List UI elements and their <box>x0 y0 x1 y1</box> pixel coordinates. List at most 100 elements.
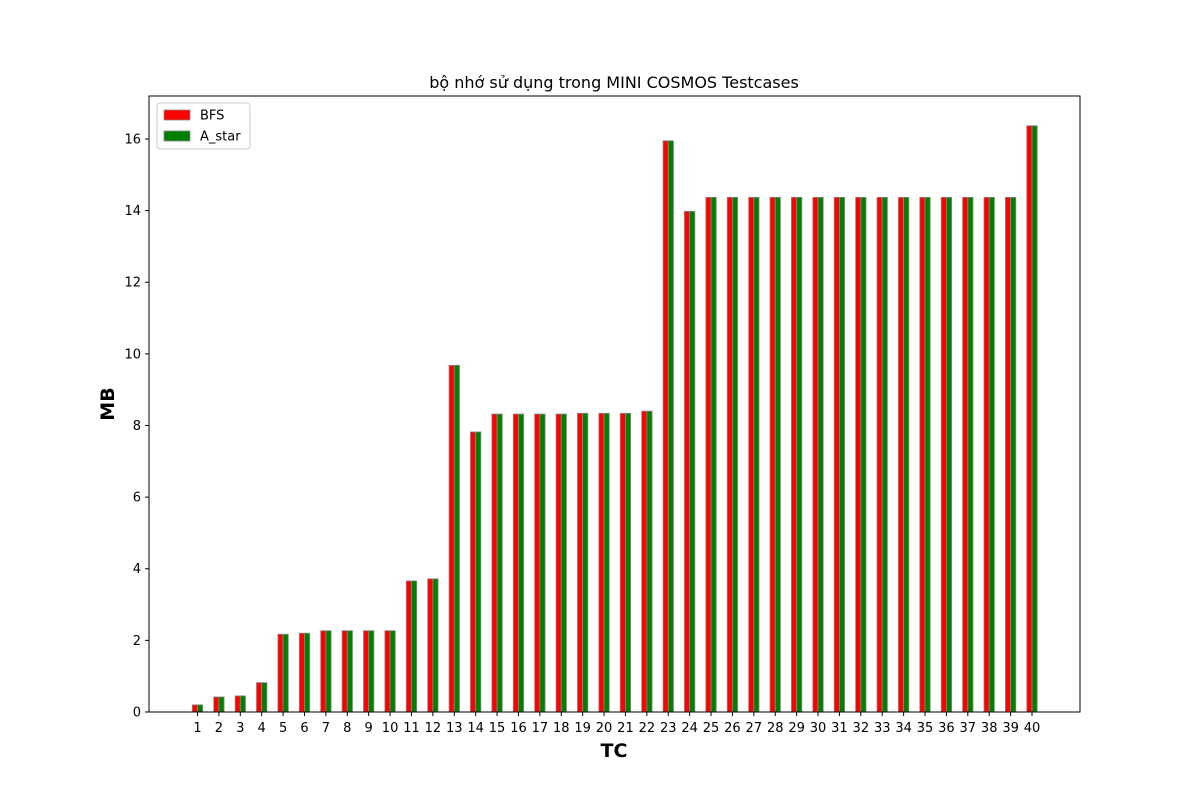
bar-bfs-tc-26 <box>726 196 733 713</box>
x-tick-label: 1 <box>193 721 201 736</box>
bar-a-star-tc-33 <box>881 196 888 713</box>
x-tick-label: 12 <box>425 721 442 736</box>
bar-bfs-tc-14 <box>470 431 477 713</box>
bar-a-star-tc-29 <box>796 196 803 713</box>
x-tick-label: 36 <box>938 721 955 736</box>
bar-a-star-tc-4 <box>261 682 268 713</box>
bar-bfs-tc-8 <box>341 630 348 713</box>
bar-a-star-tc-22 <box>646 410 653 713</box>
bar-bfs-tc-27 <box>748 196 755 713</box>
bar-bfs-tc-30 <box>812 196 819 713</box>
x-tick-label: 38 <box>981 721 998 736</box>
bar-a-star-tc-2 <box>218 696 225 713</box>
x-tick-label: 15 <box>489 721 506 736</box>
bar-a-star-tc-3 <box>239 695 246 713</box>
y-axis-title: MB <box>97 387 119 420</box>
bar-a-star-tc-15 <box>496 413 503 713</box>
x-tick-label: 14 <box>467 721 484 736</box>
bar-bfs-tc-21 <box>619 412 626 713</box>
x-tick-label: 19 <box>574 721 591 736</box>
bar-bfs-tc-18 <box>555 413 562 713</box>
bar-a-star-tc-5 <box>282 633 289 713</box>
x-tick-label: 10 <box>382 721 399 736</box>
bar-bfs-tc-31 <box>833 196 840 713</box>
bar-bfs-tc-28 <box>769 196 776 713</box>
x-tick-label: 33 <box>874 721 891 736</box>
y-axis: 0 2 4 6 8 10 12 14 16 <box>124 132 149 721</box>
bar-bfs-tc-7 <box>320 630 327 713</box>
x-tick-label: 16 <box>510 721 527 736</box>
bar-a-star-tc-30 <box>817 196 824 713</box>
bar-a-star-tc-16 <box>518 413 525 713</box>
x-tick-label: 11 <box>403 721 420 736</box>
bar-a-star-tc-17 <box>539 413 546 713</box>
x-axis: 1 2 3 4 5 6 7 8 9 10 11 12 13 14 15 16 17 18 19 20 21 22 23 24 2… <box>193 712 1040 736</box>
bar-bfs-tc-3 <box>234 695 241 713</box>
y-tick-label: 8 <box>133 419 141 434</box>
bar-a-star-tc-27 <box>753 196 760 713</box>
bar-a-star-tc-14 <box>475 431 482 713</box>
bar-a-star-tc-39 <box>1010 196 1017 713</box>
x-tick-label: 39 <box>1002 721 1019 736</box>
x-tick-label: 28 <box>767 721 784 736</box>
bar-a-star-tc-37 <box>967 196 974 713</box>
legend: BFS A_star <box>156 102 251 150</box>
bar-bfs-tc-15 <box>491 413 498 713</box>
bar-bfs-tc-34 <box>898 196 905 713</box>
bar-a-star-tc-25 <box>710 196 717 713</box>
bar-a-star-tc-34 <box>903 196 910 713</box>
bar-a-star-tc-38 <box>988 196 995 713</box>
bar-bfs-tc-20 <box>598 412 605 713</box>
x-tick-label: 4 <box>258 721 266 736</box>
x-axis-title: TC <box>601 740 628 762</box>
y-tick-label: 6 <box>133 491 141 506</box>
legend-label-bfs: BFS <box>200 109 224 124</box>
x-tick-label: 32 <box>853 721 870 736</box>
x-tick-label: 29 <box>788 721 805 736</box>
bar-bfs-tc-13 <box>448 364 455 713</box>
x-tick-label: 17 <box>532 721 549 736</box>
bar-bfs-tc-37 <box>962 196 969 713</box>
x-tick-label: 25 <box>703 721 720 736</box>
bar-a-star-tc-7 <box>325 630 332 713</box>
bar-bfs-tc-36 <box>940 196 947 713</box>
x-tick-label: 18 <box>553 721 570 736</box>
bar-a-star-tc-32 <box>860 196 867 713</box>
x-tick-label: 21 <box>617 721 634 736</box>
bar-bfs-tc-12 <box>427 578 434 713</box>
bar-a-star-tc-20 <box>603 412 610 713</box>
x-tick-label: 8 <box>343 721 351 736</box>
chart-title: bộ nhớ sử dụng trong MINI COSMOS Testcas… <box>429 73 799 92</box>
x-tick-label: 5 <box>279 721 287 736</box>
bar-bfs-tc-11 <box>405 580 412 713</box>
bar-bfs-tc-29 <box>791 196 798 713</box>
bars-group <box>191 125 1038 713</box>
y-tick-label: 14 <box>124 204 141 219</box>
legend-swatch-a-star <box>163 130 191 142</box>
bar-bfs-tc-4 <box>256 682 263 713</box>
x-tick-label: 3 <box>236 721 244 736</box>
bar-bfs-tc-40 <box>1026 125 1033 713</box>
bar-a-star-tc-18 <box>560 413 567 713</box>
bar-a-star-tc-28 <box>774 196 781 713</box>
bar-bfs-tc-22 <box>641 410 648 713</box>
bar-a-star-tc-13 <box>453 364 460 713</box>
bar-a-star-tc-40 <box>1031 125 1038 713</box>
x-tick-label: 6 <box>300 721 308 736</box>
x-tick-label: 31 <box>831 721 848 736</box>
bar-bfs-tc-32 <box>855 196 862 713</box>
x-tick-label: 24 <box>681 721 698 736</box>
bar-a-star-tc-21 <box>625 412 632 713</box>
x-tick-label: 37 <box>960 721 977 736</box>
bar-a-star-tc-31 <box>839 196 846 713</box>
plot-frame <box>148 95 1081 713</box>
x-tick-label: 13 <box>446 721 463 736</box>
y-tick-label: 0 <box>133 706 141 721</box>
bar-bfs-tc-35 <box>919 196 926 713</box>
x-tick-label: 20 <box>596 721 613 736</box>
bar-a-star-tc-26 <box>732 196 739 713</box>
x-tick-label: 9 <box>365 721 373 736</box>
x-tick-label: 30 <box>810 721 827 736</box>
bar-bfs-tc-1 <box>191 704 198 713</box>
bar-a-star-tc-1 <box>197 704 204 713</box>
